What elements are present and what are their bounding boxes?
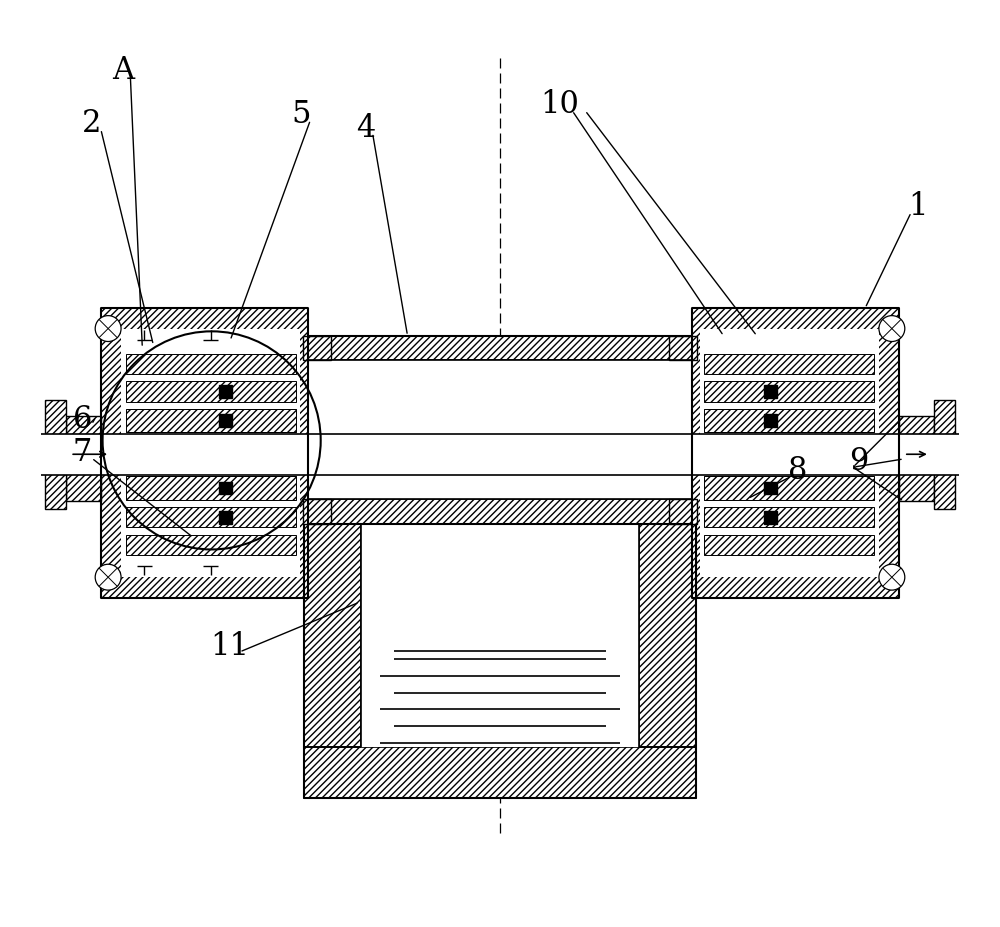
Bar — [41, 434, 959, 475]
Bar — [126, 409, 296, 432]
Text: 1: 1 — [908, 191, 927, 222]
Bar — [304, 524, 361, 798]
Bar — [303, 336, 331, 360]
Bar — [126, 353, 296, 374]
Bar — [66, 416, 101, 502]
Bar — [126, 476, 296, 500]
Bar — [126, 507, 296, 527]
Bar — [764, 385, 777, 398]
Bar — [669, 336, 697, 360]
Bar — [126, 381, 296, 401]
Text: 8: 8 — [788, 455, 807, 487]
Bar — [704, 535, 874, 555]
Bar — [303, 499, 331, 524]
Bar — [669, 499, 697, 524]
Bar — [700, 328, 879, 578]
Circle shape — [95, 565, 121, 590]
Text: 10: 10 — [541, 89, 580, 121]
Bar — [121, 328, 300, 578]
Bar — [361, 524, 639, 747]
Bar — [704, 476, 874, 500]
Text: 2: 2 — [82, 108, 101, 139]
Bar — [764, 414, 777, 427]
Bar — [219, 385, 232, 398]
Text: 4: 4 — [356, 113, 376, 145]
Bar — [764, 511, 777, 524]
Circle shape — [879, 315, 905, 341]
Bar — [308, 499, 692, 524]
Bar — [704, 381, 874, 401]
Bar — [219, 414, 232, 427]
Bar — [934, 400, 955, 509]
Text: 11: 11 — [211, 631, 250, 662]
Bar — [45, 400, 66, 509]
Bar — [704, 507, 874, 527]
Text: A: A — [112, 56, 134, 86]
Bar — [219, 481, 232, 494]
Bar — [308, 336, 692, 360]
Bar — [101, 309, 308, 598]
Text: 7: 7 — [73, 437, 92, 468]
Text: 5: 5 — [292, 98, 311, 130]
Bar — [764, 481, 777, 494]
Circle shape — [879, 565, 905, 590]
Bar — [219, 511, 232, 524]
Bar — [639, 524, 696, 798]
Bar — [704, 353, 874, 374]
Bar — [692, 309, 899, 598]
Bar — [308, 360, 692, 499]
Circle shape — [95, 315, 121, 341]
Bar — [304, 747, 696, 798]
Bar — [704, 409, 874, 432]
Bar — [899, 416, 934, 502]
Text: 6: 6 — [73, 403, 92, 435]
Text: 9: 9 — [849, 446, 868, 477]
Bar — [126, 535, 296, 555]
